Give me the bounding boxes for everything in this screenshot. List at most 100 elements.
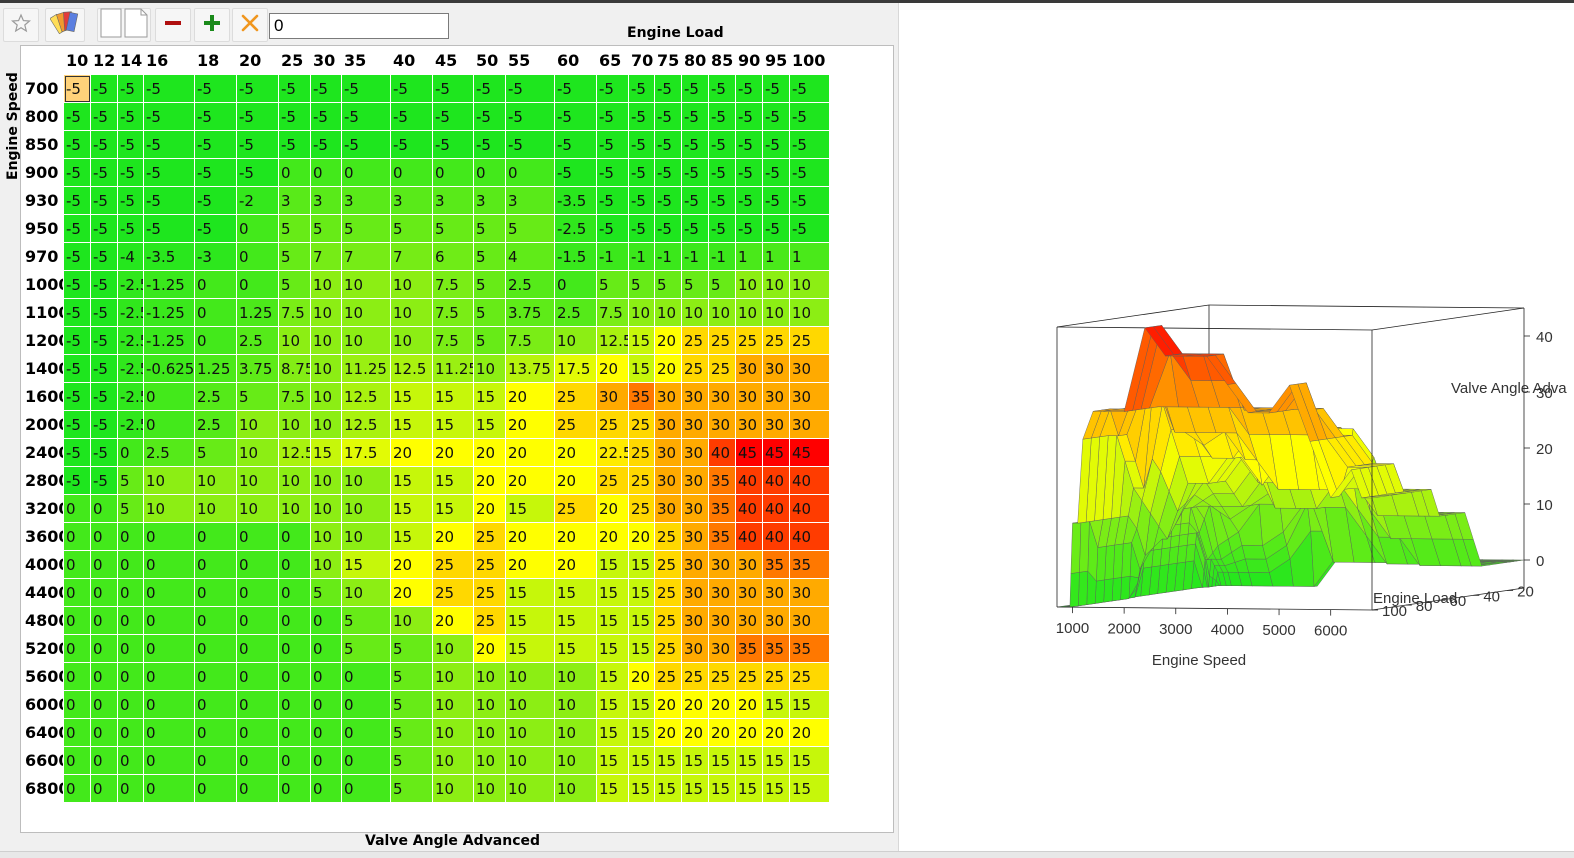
table-cell[interactable]: 25 bbox=[628, 494, 655, 523]
table-cell[interactable]: 15 bbox=[628, 718, 655, 747]
table-cell[interactable]: 11.25 bbox=[432, 354, 474, 383]
table-cell[interactable]: 30 bbox=[789, 382, 830, 411]
table-cell[interactable]: 30 bbox=[681, 606, 709, 635]
table-cell[interactable]: -5 bbox=[789, 214, 830, 243]
table-cell[interactable]: 15 bbox=[390, 410, 433, 439]
table-cell[interactable]: -5 bbox=[236, 130, 279, 159]
table-cell[interactable]: 0 bbox=[90, 662, 118, 691]
table-cell[interactable]: 30 bbox=[762, 410, 790, 439]
table-cell[interactable]: -5 bbox=[628, 214, 655, 243]
table-cell[interactable]: 20 bbox=[505, 522, 555, 551]
table-cell[interactable]: -5 bbox=[432, 130, 474, 159]
table-cell[interactable]: 30 bbox=[789, 354, 830, 383]
table-cell[interactable]: 40 bbox=[789, 522, 830, 551]
table-cell[interactable]: 10 bbox=[505, 718, 555, 747]
table-cell[interactable]: 15 bbox=[554, 634, 597, 663]
table-cell[interactable]: -5 bbox=[63, 130, 91, 159]
table-cell[interactable]: 10 bbox=[432, 634, 474, 663]
table-cell[interactable]: 0 bbox=[310, 690, 342, 719]
table-cell[interactable]: 0 bbox=[236, 690, 279, 719]
table-cell[interactable]: -5 bbox=[735, 74, 763, 103]
table-cell[interactable]: 25 bbox=[473, 578, 506, 607]
column-header[interactable]: 95 bbox=[762, 46, 790, 75]
table-cell[interactable]: 30 bbox=[681, 550, 709, 579]
table-cell[interactable]: -5 bbox=[143, 130, 195, 159]
table-cell[interactable]: -5 bbox=[117, 186, 144, 215]
row-header[interactable]: 2000 bbox=[21, 410, 64, 439]
table-cell[interactable]: -5 bbox=[505, 102, 555, 131]
column-header[interactable]: 70 bbox=[628, 46, 655, 75]
table-cell[interactable]: 30 bbox=[735, 606, 763, 635]
table-cell[interactable]: 15 bbox=[628, 690, 655, 719]
table-cell[interactable]: -1.25 bbox=[143, 326, 195, 355]
table-cell[interactable]: 15 bbox=[708, 746, 736, 775]
table-cell[interactable]: 5 bbox=[278, 270, 311, 299]
table-cell[interactable]: 0 bbox=[63, 578, 91, 607]
table-cell[interactable]: 0 bbox=[90, 494, 118, 523]
table-cell[interactable]: 10 bbox=[762, 298, 790, 327]
table-cell[interactable]: 10 bbox=[341, 298, 391, 327]
table-cell[interactable]: 0 bbox=[236, 774, 279, 803]
color-palette-button[interactable] bbox=[45, 8, 85, 42]
table-cell[interactable]: 25 bbox=[628, 466, 655, 495]
table-cell[interactable]: 15 bbox=[505, 606, 555, 635]
table-cell[interactable]: 7.5 bbox=[432, 298, 474, 327]
table-cell[interactable]: 5 bbox=[473, 298, 506, 327]
table-cell[interactable]: 3.75 bbox=[236, 354, 279, 383]
table-cell[interactable]: 25 bbox=[762, 662, 790, 691]
table-cell[interactable]: 15 bbox=[596, 606, 629, 635]
table-cell[interactable]: 20 bbox=[390, 438, 433, 467]
table-cell[interactable]: 10 bbox=[236, 466, 279, 495]
table-cell[interactable]: 10 bbox=[432, 774, 474, 803]
table-cell[interactable]: 0 bbox=[278, 158, 311, 187]
table-cell[interactable]: 25 bbox=[708, 354, 736, 383]
table-cell[interactable]: 0 bbox=[194, 746, 237, 775]
table-cell[interactable]: 40 bbox=[762, 494, 790, 523]
table-cell[interactable]: 0 bbox=[278, 662, 311, 691]
table-cell[interactable]: 35 bbox=[628, 382, 655, 411]
table-cell[interactable]: 5 bbox=[390, 746, 433, 775]
column-header[interactable]: 25 bbox=[278, 46, 311, 75]
table-cell[interactable]: 20 bbox=[681, 690, 709, 719]
table-cell[interactable]: -5 bbox=[473, 74, 506, 103]
table-cell[interactable]: -5 bbox=[63, 326, 91, 355]
table-cell[interactable]: 0 bbox=[63, 718, 91, 747]
table-cell[interactable]: -5 bbox=[762, 158, 790, 187]
table-cell[interactable]: 10 bbox=[236, 438, 279, 467]
row-header[interactable]: 950 bbox=[21, 214, 64, 243]
table-cell[interactable]: 5 bbox=[505, 214, 555, 243]
table-cell[interactable]: -5 bbox=[143, 102, 195, 131]
table-cell[interactable]: 15 bbox=[628, 550, 655, 579]
table-cell[interactable]: 0 bbox=[194, 550, 237, 579]
table-cell[interactable]: -5 bbox=[596, 74, 629, 103]
table-cell[interactable]: 0 bbox=[341, 690, 391, 719]
table-cell[interactable]: -5 bbox=[63, 466, 91, 495]
table-cell[interactable]: 10 bbox=[341, 522, 391, 551]
column-header[interactable]: 16 bbox=[143, 46, 195, 75]
table-cell[interactable]: 0 bbox=[143, 746, 195, 775]
table-cell[interactable]: 0 bbox=[143, 410, 195, 439]
table-cell[interactable]: 30 bbox=[789, 606, 830, 635]
row-header[interactable]: 2800 bbox=[21, 466, 64, 495]
table-cell[interactable]: -5 bbox=[310, 102, 342, 131]
table-cell[interactable]: 25 bbox=[473, 550, 506, 579]
table-cell[interactable]: 0 bbox=[278, 550, 311, 579]
table-cell[interactable]: -5 bbox=[90, 214, 118, 243]
table-cell[interactable]: -5 bbox=[654, 102, 682, 131]
table-cell[interactable]: 10 bbox=[432, 690, 474, 719]
table-cell[interactable]: 0 bbox=[90, 550, 118, 579]
table-cell[interactable]: 3 bbox=[505, 186, 555, 215]
table-cell[interactable]: 20 bbox=[708, 718, 736, 747]
multiply-button[interactable] bbox=[232, 8, 268, 42]
table-cell[interactable]: 30 bbox=[654, 410, 682, 439]
table-cell[interactable]: 10 bbox=[505, 690, 555, 719]
table-cell[interactable]: 0 bbox=[143, 382, 195, 411]
table-cell[interactable]: 0 bbox=[143, 774, 195, 803]
table-cell[interactable]: 0 bbox=[310, 606, 342, 635]
table-cell[interactable]: -5 bbox=[681, 158, 709, 187]
table-cell[interactable]: -5 bbox=[432, 74, 474, 103]
table-cell[interactable]: 0 bbox=[194, 578, 237, 607]
table-cell[interactable]: 25 bbox=[735, 662, 763, 691]
favorite-button[interactable] bbox=[3, 8, 39, 42]
table-cell[interactable]: -5 bbox=[194, 74, 237, 103]
